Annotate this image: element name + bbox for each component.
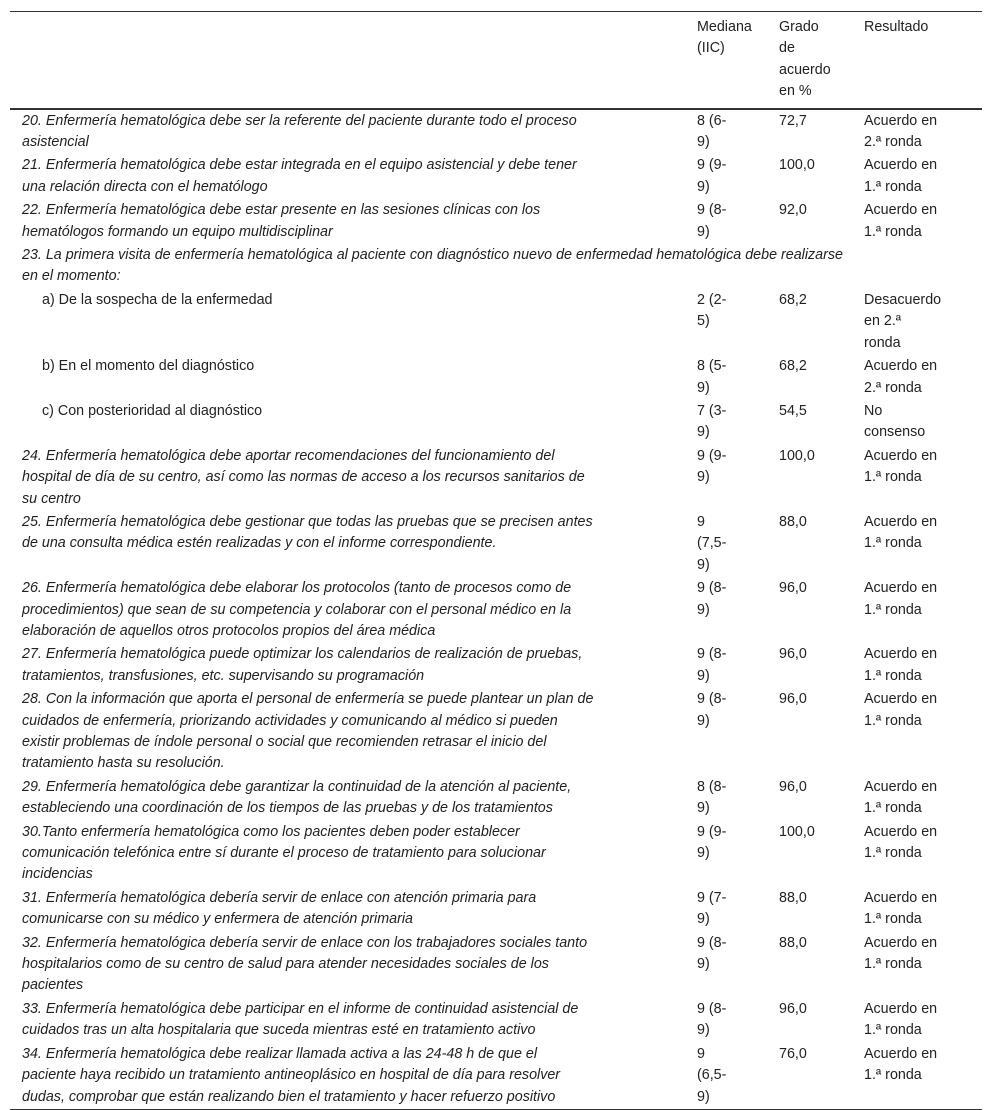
result-cell: Acuerdo en 1.ª ronda	[864, 1000, 938, 1039]
table-row: 28. Con la información que aporta el per…	[10, 688, 982, 776]
result-cell: Acuerdo en 1.ª ronda	[864, 1045, 938, 1084]
result-cell: Acuerdo en 1.ª ronda	[864, 889, 938, 928]
agreement-cell: 92,0	[779, 202, 807, 219]
agreement-cell: 88,0	[779, 934, 807, 951]
agreement-cell: 100,0	[779, 823, 815, 840]
median-cell: 8 (6- 9)	[697, 112, 727, 151]
table-row: 34. Enfermería hematológica debe realiza…	[10, 1043, 982, 1110]
result-cell: Acuerdo en 1.ª ronda	[864, 646, 938, 684]
median-cell: 9 (8- 9)	[697, 934, 727, 973]
item-statement: 23. La primera visita de enfermería hema…	[22, 247, 843, 285]
item-statement: 34. Enfermería hematológica debe realiza…	[22, 1045, 561, 1105]
median-cell: 9 (9- 9)	[697, 823, 727, 862]
result-cell: Acuerdo en 1.ª ronda	[864, 934, 938, 973]
result-cell: Acuerdo en 1.ª ronda	[864, 778, 938, 817]
item-statement: 33. Enfermería hematológica debe partici…	[22, 1000, 579, 1039]
agreement-cell: 100,0	[779, 447, 815, 464]
median-cell: 7 (3- 9)	[697, 402, 727, 441]
item-statement: 30.Tanto enfermería hematológica como lo…	[22, 823, 546, 883]
table-row: 23. La primera visita de enfermería hema…	[10, 244, 982, 289]
result-cell: No consenso	[864, 402, 926, 441]
table-row: 31. Enfermería hematológica debería serv…	[10, 887, 982, 932]
result-cell: Acuerdo en 1.ª ronda	[864, 691, 938, 729]
table-row: b) En el momento del diagnóstico 8 (5- 9)…	[10, 355, 982, 400]
agreement-cell: 96,0	[779, 778, 807, 795]
sub-item-statement: a) De la sospecha de la enfermedad	[42, 291, 273, 308]
item-statement: 24. Enfermería hematológica debe aportar…	[22, 447, 585, 507]
median-cell: 9 (9- 9)	[697, 157, 727, 195]
median-cell: 8 (5- 9)	[697, 358, 727, 396]
agreement-cell: 96,0	[779, 646, 807, 663]
table-row: 26. Enfermería hematológica debe elabora…	[10, 577, 982, 643]
table-row: c) Con posterioridad al diagnóstico 7 (3-…	[10, 400, 982, 445]
sub-item-statement: b) En el momento del diagnóstico	[42, 358, 255, 375]
header-result: Resultado	[857, 11, 982, 110]
table-row: 22. Enfermería hematológica debe estar p…	[10, 199, 982, 244]
item-statement: 22. Enfermería hematológica debe estar p…	[22, 202, 541, 240]
header-agreement: Grado de acuerdo en %	[772, 11, 857, 110]
item-statement: 29. Enfermería hematológica debe garanti…	[22, 778, 572, 817]
header-item	[10, 11, 690, 110]
table-row: 20. Enfermería hematológica debe ser la …	[10, 109, 982, 155]
item-statement: 25. Enfermería hematológica debe gestion…	[22, 513, 593, 552]
agreement-cell: 88,0	[779, 513, 807, 530]
median-cell: 9 (6,5- 9)	[697, 1045, 727, 1105]
agreement-cell: 96,0	[779, 691, 807, 708]
median-cell: 9 (8- 9)	[697, 580, 727, 618]
result-cell: Acuerdo en 2.ª ronda	[864, 112, 938, 151]
table-row: 21. Enfermería hematológica debe estar i…	[10, 154, 982, 199]
item-statement: 21. Enfermería hematológica debe estar i…	[22, 157, 577, 195]
median-cell: 9 (7,5- 9)	[697, 513, 727, 573]
result-cell: Acuerdo en 1.ª ronda	[864, 580, 938, 618]
agreement-cell: 68,2	[779, 291, 807, 308]
table-row: 32. Enfermería hematológica debería serv…	[10, 932, 982, 998]
table-body: 20. Enfermería hematológica debe ser la …	[10, 109, 982, 1110]
median-cell: 9 (8- 9)	[697, 1000, 727, 1039]
agreement-cell: 68,2	[779, 358, 807, 375]
result-cell: Acuerdo en 1.ª ronda	[864, 823, 938, 862]
agreement-cell: 96,0	[779, 580, 807, 597]
result-cell: Acuerdo en 2.ª ronda	[864, 358, 938, 396]
result-cell: Desacuerdo en 2.ª ronda	[864, 291, 942, 351]
table-row: 27. Enfermería hematológica puede optimi…	[10, 643, 982, 688]
consensus-table: Mediana (IIC) Grado de acuerdo en % Resu…	[10, 11, 982, 1110]
agreement-cell: 100,0	[779, 157, 815, 174]
agreement-cell: 96,0	[779, 1000, 807, 1017]
agreement-cell: 72,7	[779, 112, 807, 129]
table-row: 33. Enfermería hematológica debe partici…	[10, 998, 982, 1043]
median-cell: 9 (9- 9)	[697, 447, 727, 486]
result-cell: Acuerdo en 1.ª ronda	[864, 202, 938, 240]
table-row: 24. Enfermería hematológica debe aportar…	[10, 445, 982, 511]
result-cell: Acuerdo en 1.ª ronda	[864, 513, 938, 552]
median-cell: 8 (8- 9)	[697, 778, 727, 817]
item-statement: 27. Enfermería hematológica puede optimi…	[22, 646, 583, 684]
item-statement: 28. Con la información que aporta el per…	[22, 691, 594, 772]
table-row: 30.Tanto enfermería hematológica como lo…	[10, 821, 982, 887]
table-header: Mediana (IIC) Grado de acuerdo en % Resu…	[10, 11, 982, 110]
agreement-cell: 76,0	[779, 1045, 807, 1062]
result-cell: Acuerdo en 1.ª ronda	[864, 447, 938, 486]
table-row: a) De la sospecha de la enfermedad 2 (2- …	[10, 289, 982, 355]
median-cell: 9 (8- 9)	[697, 691, 727, 729]
item-statement: 20. Enfermería hematológica debe ser la …	[22, 112, 577, 151]
median-cell: 9 (7- 9)	[697, 889, 727, 928]
result-cell: Acuerdo en 1.ª ronda	[864, 157, 938, 195]
item-statement: 26. Enfermería hematológica debe elabora…	[22, 580, 572, 639]
median-cell: 2 (2- 5)	[697, 291, 727, 330]
header-median: Mediana (IIC)	[690, 11, 772, 110]
item-statement: 32. Enfermería hematológica debería serv…	[22, 934, 588, 994]
median-cell: 9 (8- 9)	[697, 202, 727, 240]
table-row: 29. Enfermería hematológica debe garanti…	[10, 776, 982, 821]
median-cell: 9 (8- 9)	[697, 646, 727, 684]
agreement-cell: 88,0	[779, 889, 807, 906]
table-row: 25. Enfermería hematológica debe gestion…	[10, 511, 982, 577]
agreement-cell: 54,5	[779, 402, 807, 419]
sub-item-statement: c) Con posterioridad al diagnóstico	[42, 402, 263, 419]
item-statement: 31. Enfermería hematológica debería serv…	[22, 889, 537, 928]
